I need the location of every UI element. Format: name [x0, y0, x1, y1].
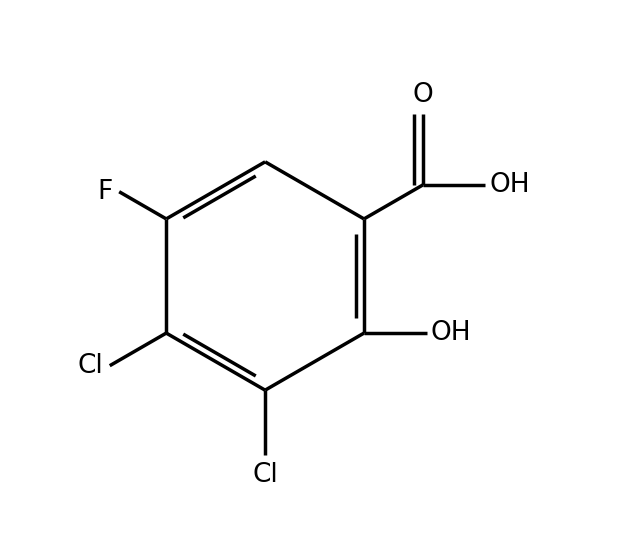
Text: Cl: Cl — [77, 353, 104, 379]
Text: O: O — [413, 82, 433, 108]
Text: OH: OH — [489, 172, 530, 198]
Text: F: F — [97, 179, 112, 205]
Text: Cl: Cl — [252, 462, 278, 488]
Text: OH: OH — [431, 320, 472, 346]
